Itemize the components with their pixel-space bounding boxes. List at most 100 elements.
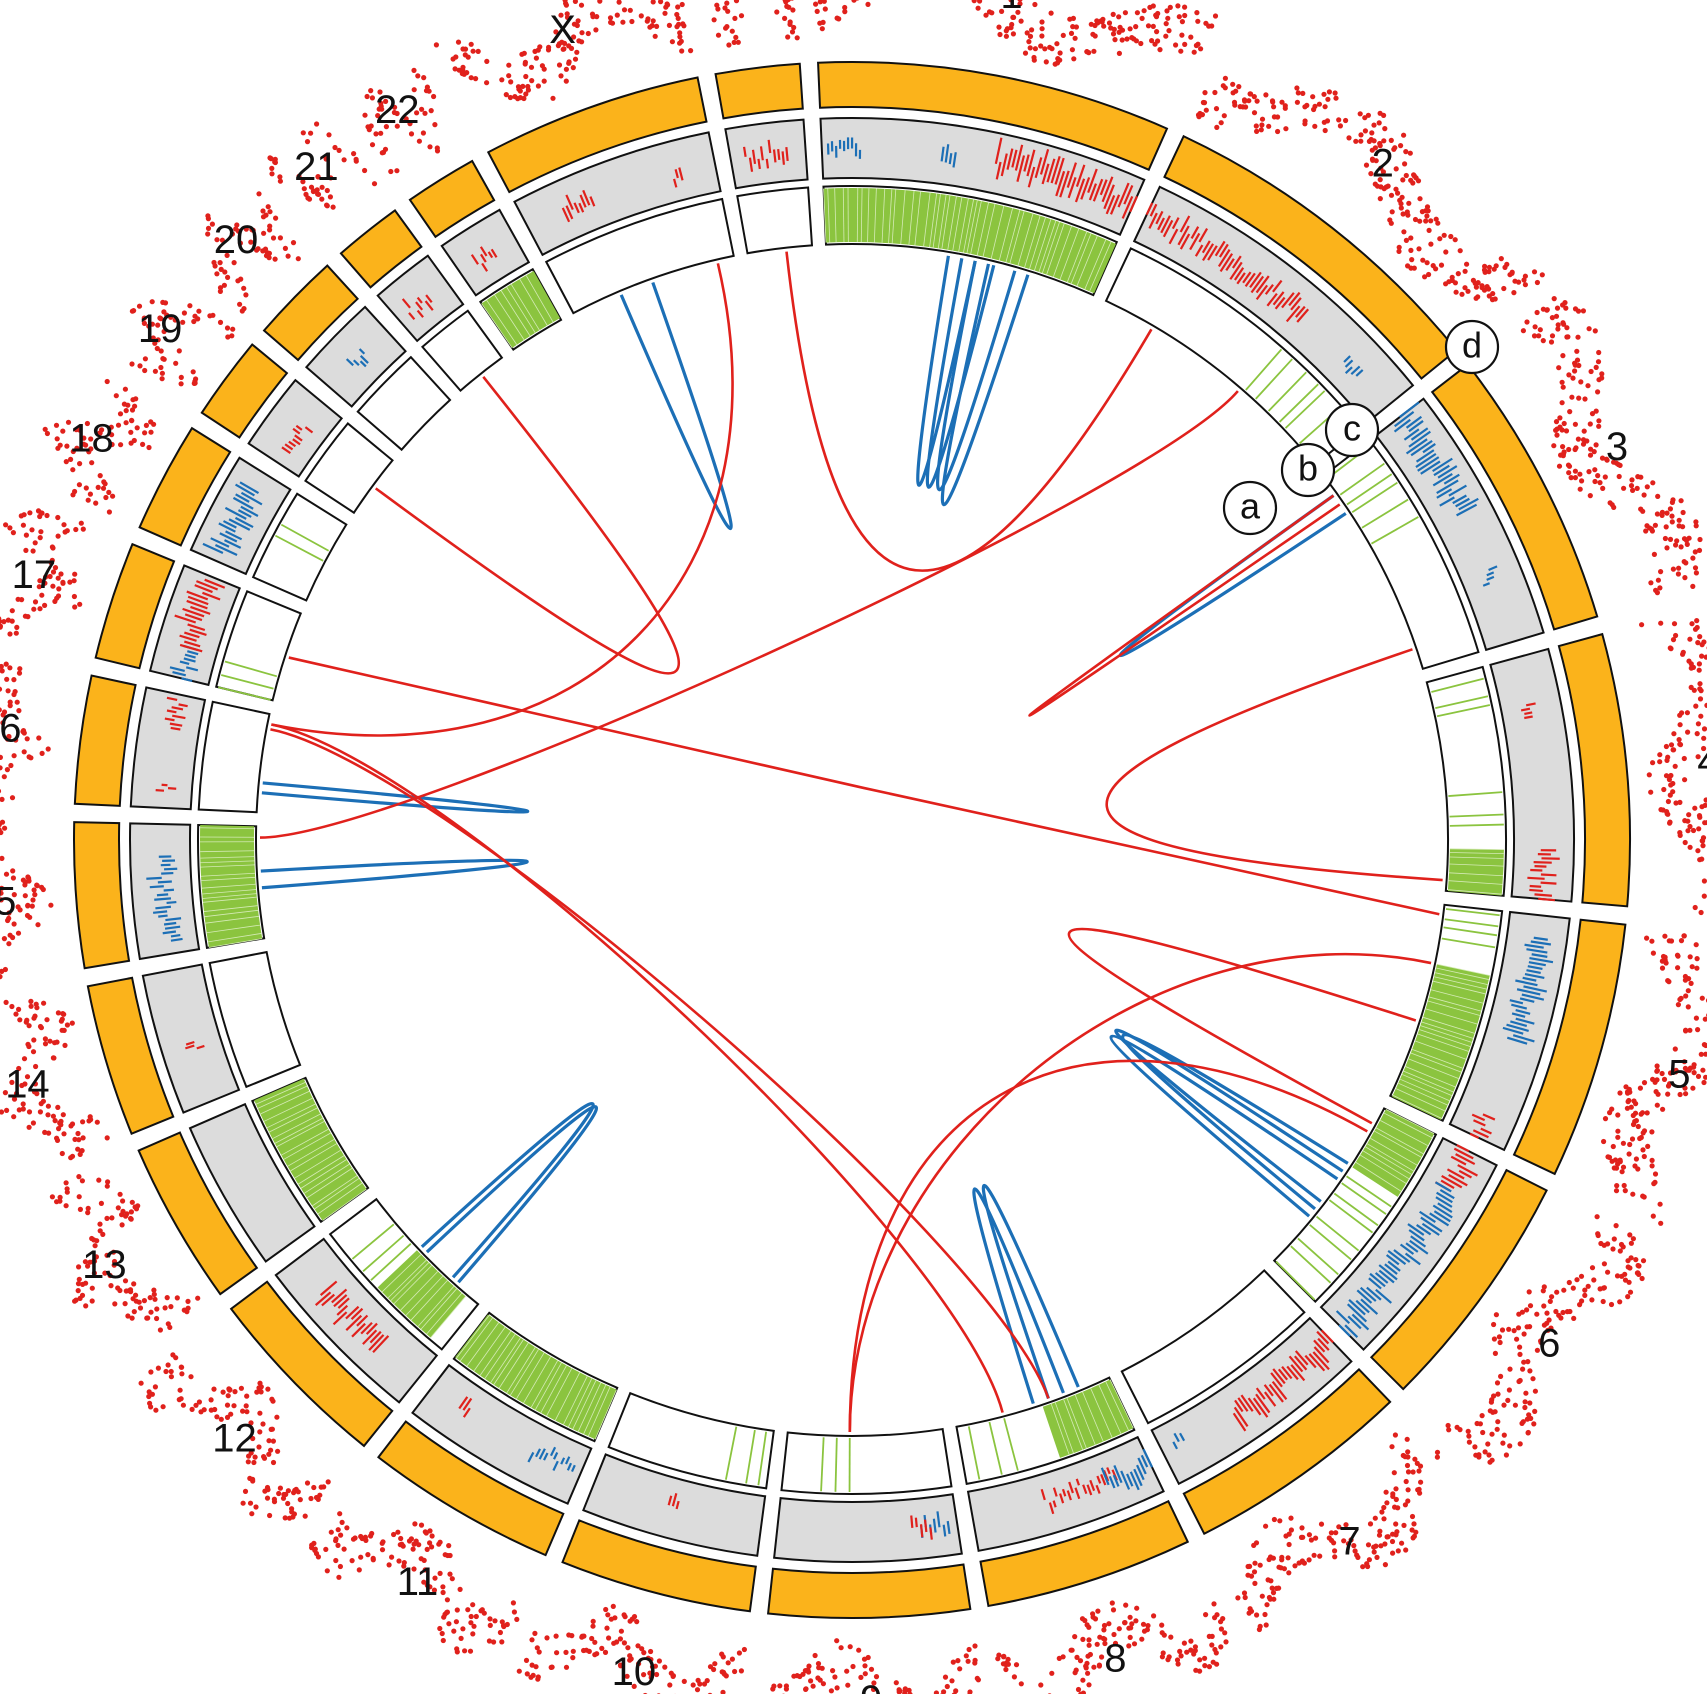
density-line-chr-13 [294,1149,341,1179]
scatter-point [80,1119,86,1125]
scatter-point [1633,1257,1639,1263]
scatter-point [731,39,737,46]
scatter-point [336,147,342,153]
density-line-chr-3 [1370,516,1419,545]
scatter-point [1617,1248,1623,1254]
scatter-point [81,435,87,441]
scatter-point [93,1254,99,1260]
density-line-chr-12 [381,1254,422,1293]
histogram-bar-chr-2 [1242,271,1252,284]
scatter-point [0,720,6,726]
scatter-point [1691,1070,1697,1076]
scatter-point [42,426,48,432]
scatter-point [1694,731,1700,737]
histogram-bar-chr-1 [1006,148,1014,170]
histogram-bar-chr-8 [1075,1478,1080,1486]
scatter-point [1626,1086,1632,1092]
scatter-point [783,1686,790,1692]
density-bg-chr-7 [1120,1269,1306,1425]
scatter-point [1568,475,1574,481]
scatter-point [566,60,572,66]
scatter-point [1635,1123,1641,1130]
scatter-point [21,512,27,518]
scatter-point [300,130,306,136]
scatter-point [1194,10,1200,16]
scatter-point [1069,47,1075,53]
histogram-bar-chr-18 [239,481,260,495]
histogram-bar-chr-9 [942,1524,947,1537]
scatter-point [413,1538,419,1544]
histogram-bar-chr-2 [1274,296,1286,310]
scatter-point [324,1568,330,1574]
scatter-point [155,322,161,328]
scatter-point [158,348,164,354]
scatter-point [1521,1359,1527,1365]
scatter-point [43,574,49,580]
scatter-point [468,41,474,47]
histogram-bar-chr-4 [1520,707,1531,712]
scatter-point [1622,1271,1628,1277]
density-line-chr-13 [283,1132,331,1160]
scatter-point [23,1019,29,1025]
scatter-point [146,444,152,451]
scatter-point [1589,1297,1595,1303]
scatter-point [1322,127,1328,134]
histogram-bar-chr-18 [202,542,224,554]
scatter-point [821,0,827,4]
chromosome-label-8: 8 [1104,1637,1126,1681]
histogram-bar-chr-8 [1096,1475,1102,1484]
histogram-bar-chr-7 [1255,1393,1271,1414]
scatter-point [83,1303,89,1309]
scatter-point [725,1660,731,1666]
scatter-point [244,1409,250,1415]
scatter-point [133,396,139,402]
scatter-point [1404,1436,1410,1442]
scatter-point [1049,1670,1055,1676]
scatter-point [1428,241,1434,247]
histogram-bar-chr-X [573,202,580,214]
scatter-point [238,276,244,282]
scatter-point [122,386,128,392]
histogram-bar-chr-1 [1041,163,1050,185]
scatter-point [14,624,20,631]
scatter-point [1696,667,1702,673]
histogram-bar-chr-8 [1089,1479,1096,1492]
scatter-point [1525,1359,1531,1365]
scatter-point [1698,713,1704,719]
histogram-bar-chr-18 [234,516,254,529]
scatter-point [1378,165,1384,171]
scatter-point [1441,232,1447,238]
scatter-point [1377,196,1383,202]
scatter-point [455,39,462,45]
density-line-chr-13 [272,1113,321,1140]
scatter-point [191,380,197,386]
scatter-point [1343,117,1349,124]
scatter-point [669,39,676,45]
intra-link [425,1105,599,1284]
scatter-point [134,425,140,431]
density-line-chr-11 [459,1317,493,1362]
scatter-point [267,209,273,215]
scatter-point [366,127,372,133]
scatter-point [218,266,224,272]
scatter-point [1681,933,1687,939]
histogram-bar-chr-2 [1148,212,1158,229]
histogram-bar-chr-10 [667,1495,673,1506]
density-line-chr-6 [1290,1245,1332,1284]
histogram-bar-chr-11 [570,1464,576,1472]
scatter-point [1673,800,1679,806]
scatter-point [454,1649,460,1655]
histogram-bar-chr-6 [1347,1315,1362,1330]
scatter-point [1101,23,1107,29]
scatter-point [1616,473,1622,480]
histogram-bar-chr-7 [1294,1350,1309,1366]
scatter-point [1566,446,1572,453]
histogram-bar-chr-3 [1436,488,1453,499]
scatter-point [520,83,526,89]
scatter-point [1110,1607,1117,1613]
scatter-point [1665,1091,1671,1097]
scatter-point [1188,1647,1194,1653]
scatter-point [159,370,165,376]
scatter-point [1072,35,1078,41]
scatter-point [1699,653,1705,659]
